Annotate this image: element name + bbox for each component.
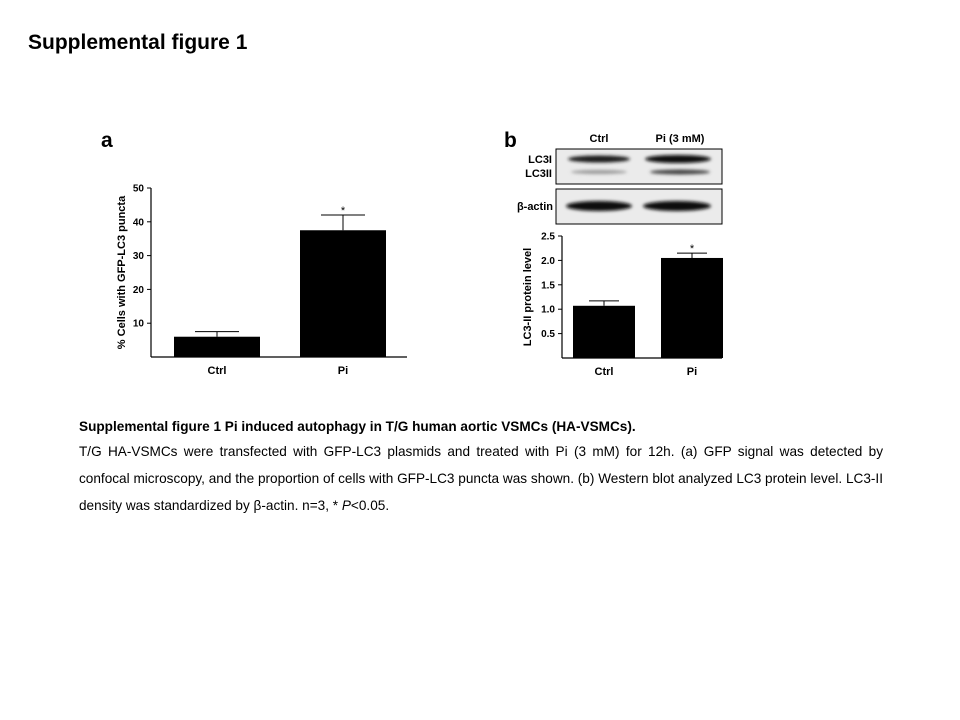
caption-body: T/G HA-VSMCs were transfected with GFP-L… [79,438,883,519]
panel-b-letter: b [504,129,517,152]
blot-lc3-frame [555,148,723,185]
blot-row-label-lc3i: LC3I [528,154,552,166]
chart-a-ytick-label: 30 [133,251,145,262]
chart-a-ytick-label: 40 [133,217,145,228]
caption-body-text: T/G HA-VSMCs were transfected with GFP-L… [79,444,883,513]
band-lc3i-pi [645,155,711,163]
chart-a-bar-ctrl [174,336,260,357]
chart-a-significance-star: * [341,205,346,217]
chart-b-category-label: Ctrl [595,366,614,378]
chart-b-ytick-label: 2.0 [541,256,555,267]
band-lc3ii-ctrl [571,170,627,174]
chart-a-ytick-label: 10 [133,319,145,330]
chart-b-ytick-label: 2.5 [541,232,555,243]
blot-col-label-ctrl: Ctrl [590,133,609,145]
chart-a-bar-pi [300,230,386,357]
band-actin-pi [643,201,711,211]
chart-b-ytick-label: 1.0 [541,305,555,316]
chart-b-ytick-label: 0.5 [541,329,555,340]
chart-b-significance-star: * [690,243,695,255]
blot-row-label-lc3ii: LC3II [525,168,552,180]
page-title: Supplemental figure 1 [28,31,248,54]
band-lc3ii-pi [650,169,710,175]
chart-b-bar-pi [661,257,723,358]
blot-col-label-pi: Pi (3 mM) [656,133,705,145]
panel-a-letter: a [101,129,113,152]
caption-body-end: <0.05. [350,498,390,513]
figure-caption: Supplemental figure 1 Pi induced autopha… [79,416,883,519]
band-lc3i-ctrl [568,155,630,163]
chart-a-ytick-label: 20 [133,285,145,296]
band-actin-ctrl [566,201,632,211]
chart-a-category-label: Ctrl [208,365,227,377]
chart-b-ytick-label: 1.5 [541,280,555,291]
chart-a-category-label: Pi [338,365,348,377]
chart-b-y-axis-label: LC3-II protein level [522,248,534,346]
chart-a-ytick-label: 50 [133,184,145,195]
caption-title: Supplemental figure 1 Pi induced autopha… [79,419,636,434]
blot-row-label-actin: β-actin [517,201,553,213]
chart-b-bar-ctrl [573,305,635,358]
caption-p-italic: P [341,498,351,513]
chart-a-y-axis-label: % Cells with GFP-LC3 puncta [116,195,128,349]
chart-b-category-label: Pi [687,366,697,378]
